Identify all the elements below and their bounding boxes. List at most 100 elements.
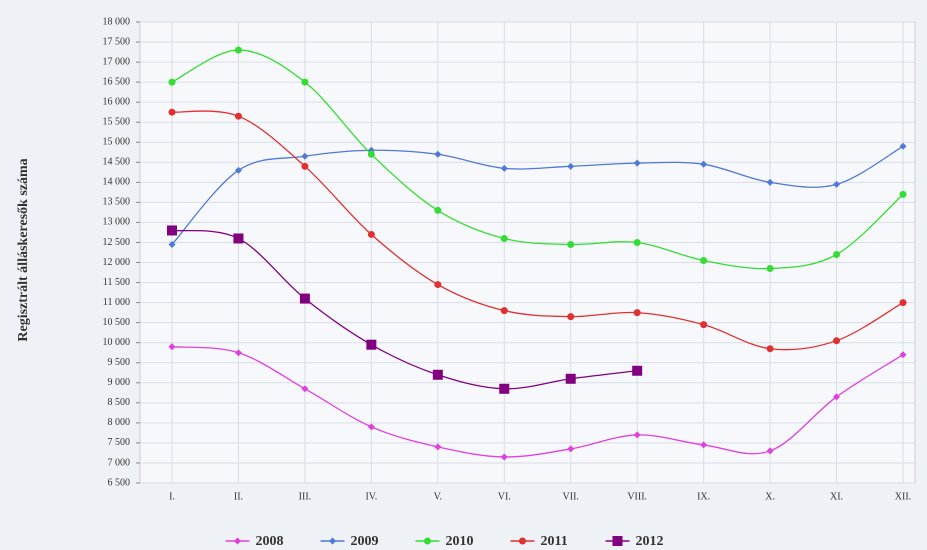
marker: [700, 160, 708, 168]
marker: [500, 307, 508, 315]
legend-label: 2011: [541, 534, 568, 549]
marker: [899, 190, 907, 198]
marker: [434, 206, 442, 214]
marker: [233, 233, 244, 244]
marker: [499, 383, 510, 394]
marker: [633, 238, 641, 246]
y-tick-label: 13 000: [103, 217, 131, 228]
marker: [167, 225, 177, 236]
x-tick-label: V.: [434, 491, 442, 502]
series-line: [171, 229, 638, 390]
y-tick-label: 17 500: [103, 36, 131, 47]
y-tick-label: 12 000: [103, 257, 131, 268]
marker: [633, 159, 641, 167]
x-tick-label: XI.: [830, 491, 843, 502]
marker: [700, 441, 708, 449]
marker: [434, 443, 442, 451]
marker: [899, 142, 907, 150]
marker: [567, 445, 575, 453]
y-tick-label: 10 000: [103, 337, 131, 348]
y-tick-label: 17 000: [103, 56, 131, 67]
marker: [366, 339, 377, 350]
y-tick-label: 8 500: [108, 397, 131, 408]
marker: [432, 369, 443, 380]
marker: [766, 345, 774, 353]
marker: [367, 150, 375, 158]
y-tick-label: 9 500: [108, 357, 131, 368]
marker: [168, 78, 176, 86]
marker: [299, 293, 310, 304]
marker: [500, 164, 508, 172]
marker: [833, 251, 841, 259]
marker: [168, 240, 176, 248]
x-tick-label: XII.: [895, 491, 911, 502]
marker: [329, 537, 336, 545]
marker: [833, 393, 841, 401]
marker: [766, 265, 774, 273]
marker: [234, 537, 241, 545]
series-line: [171, 145, 904, 245]
marker: [565, 373, 576, 384]
x-tick-label: VII.: [563, 491, 579, 502]
marker: [424, 537, 431, 545]
marker: [367, 423, 375, 431]
y-tick-label: 8 000: [108, 417, 131, 428]
marker: [766, 178, 774, 186]
marker: [301, 152, 309, 160]
marker: [434, 281, 442, 289]
marker: [612, 536, 623, 546]
series-line: [171, 346, 904, 458]
marker: [899, 351, 907, 359]
marker: [899, 299, 907, 307]
marker: [567, 240, 575, 248]
marker: [766, 447, 774, 455]
y-tick-label: 11 500: [103, 277, 130, 288]
x-tick-label: IV.: [365, 491, 377, 502]
x-tick-label: VI.: [498, 491, 511, 502]
marker: [567, 162, 575, 170]
marker: [833, 337, 841, 345]
y-tick-label: 12 500: [103, 237, 131, 248]
marker: [833, 180, 841, 188]
legend-label: 2009: [351, 534, 379, 549]
x-tick-label: II.: [234, 491, 243, 502]
plot-area: [139, 21, 916, 484]
y-tick-label: 16 000: [103, 96, 131, 107]
y-tick-label: 15 500: [103, 117, 131, 128]
x-tick-label: I.: [169, 491, 175, 502]
y-tick-label: 11 000: [103, 297, 130, 308]
marker: [632, 365, 643, 376]
legend-label: 2010: [446, 534, 474, 549]
y-tick-label: 18 000: [103, 16, 131, 27]
y-tick-label: 16 500: [103, 76, 131, 87]
y-tick-label: 6 500: [108, 477, 131, 488]
marker: [234, 349, 242, 357]
marker: [500, 234, 508, 242]
x-tick-label: IX.: [697, 491, 710, 502]
marker: [700, 257, 708, 265]
y-tick-label: 15 000: [103, 137, 131, 148]
marker: [633, 431, 641, 439]
marker: [367, 230, 375, 238]
marker: [301, 78, 309, 86]
y-tick-label: 7 500: [108, 437, 131, 448]
y-axis-label: Regisztrált álláskeresők száma: [16, 158, 31, 341]
y-tick-label: 7 000: [108, 457, 131, 468]
marker: [234, 166, 242, 174]
marker: [500, 453, 508, 461]
x-tick-label: X.: [765, 491, 775, 502]
marker: [234, 112, 242, 120]
marker: [633, 309, 641, 317]
marker: [234, 46, 242, 54]
marker: [168, 343, 176, 351]
marker: [434, 150, 442, 158]
legend-label: 2012: [636, 534, 664, 549]
y-tick-label: 14 000: [103, 177, 131, 188]
marker: [301, 162, 309, 170]
y-tick-label: 14 500: [103, 157, 131, 168]
x-tick-label: VIII.: [627, 491, 647, 502]
marker: [301, 385, 309, 393]
x-tick-label: III.: [299, 491, 312, 502]
legend-label: 2008: [256, 534, 284, 549]
marker: [700, 321, 708, 329]
